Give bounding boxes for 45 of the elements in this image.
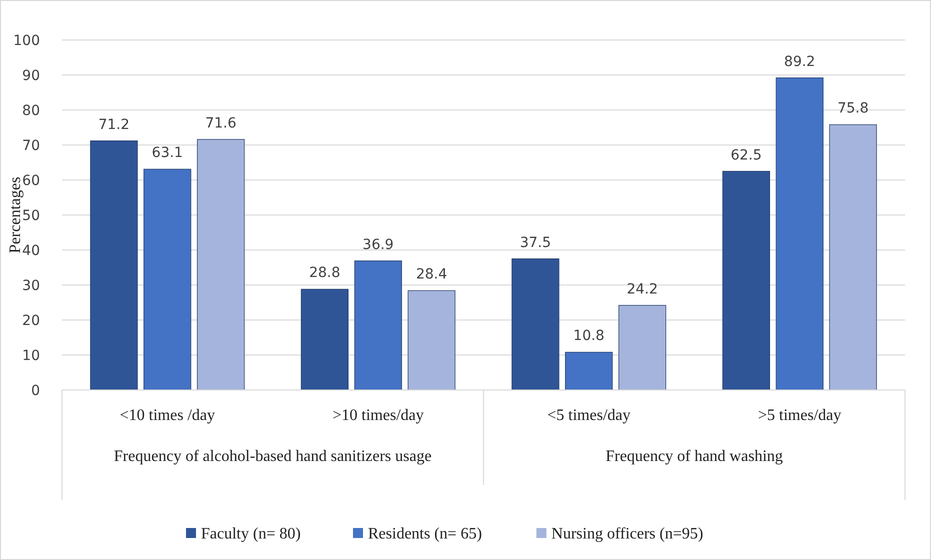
data-label: 28.4 bbox=[416, 266, 448, 283]
text: Frequency of hand washing bbox=[606, 448, 783, 465]
data-label: 63.1 bbox=[152, 145, 183, 162]
bar bbox=[618, 305, 666, 390]
y-tick-label: 100 bbox=[13, 32, 40, 49]
data-label: 71.6 bbox=[205, 115, 236, 132]
bar bbox=[144, 168, 192, 390]
bar bbox=[300, 288, 349, 390]
bar bbox=[354, 260, 402, 390]
x-tick-label: >10 times/day bbox=[332, 407, 424, 424]
bar bbox=[829, 124, 877, 390]
y-tick-label: 30 bbox=[22, 278, 40, 294]
y-tick-label: 40 bbox=[22, 242, 40, 259]
y-tick-label: 80 bbox=[22, 102, 40, 119]
bar bbox=[408, 290, 456, 390]
data-label: 28.8 bbox=[309, 265, 340, 282]
text: Frequency of alcohol-based hand sanitizers usage bbox=[114, 448, 432, 465]
bar bbox=[776, 78, 824, 390]
bar bbox=[196, 139, 245, 390]
x-tick-label: <10 times /day bbox=[120, 407, 215, 424]
legend-label: Residents (n= 65) bbox=[368, 526, 482, 543]
y-tick-label: 70 bbox=[22, 138, 40, 154]
legend-label: Nursing officers (n=95) bbox=[551, 526, 704, 543]
y-tick-label: 0 bbox=[31, 382, 40, 399]
data-label: 24.2 bbox=[626, 281, 658, 298]
data-label: 89.2 bbox=[784, 54, 816, 70]
bar bbox=[90, 140, 138, 390]
y-tick-label: 60 bbox=[22, 172, 40, 189]
bar bbox=[722, 170, 770, 390]
y-tick-label: 10 bbox=[22, 348, 40, 364]
data-label: 71.2 bbox=[98, 116, 130, 133]
x-tick-label: <5 times/day bbox=[547, 407, 630, 424]
data-label: 75.8 bbox=[837, 100, 869, 117]
y-axis-title: Percentages bbox=[7, 176, 24, 254]
data-label: 37.5 bbox=[520, 234, 552, 251]
legend-label: Faculty (n= 80) bbox=[201, 526, 301, 543]
y-tick-label: 90 bbox=[22, 68, 40, 84]
data-label: 62.5 bbox=[730, 147, 762, 164]
bar bbox=[512, 258, 560, 390]
data-label: 10.8 bbox=[573, 328, 604, 344]
y-tick-label: 50 bbox=[22, 208, 40, 224]
x-tick-label: >5 times/day bbox=[758, 407, 842, 424]
y-tick-label: 20 bbox=[22, 312, 40, 329]
bar bbox=[565, 352, 613, 390]
data-label: 36.9 bbox=[362, 236, 394, 253]
